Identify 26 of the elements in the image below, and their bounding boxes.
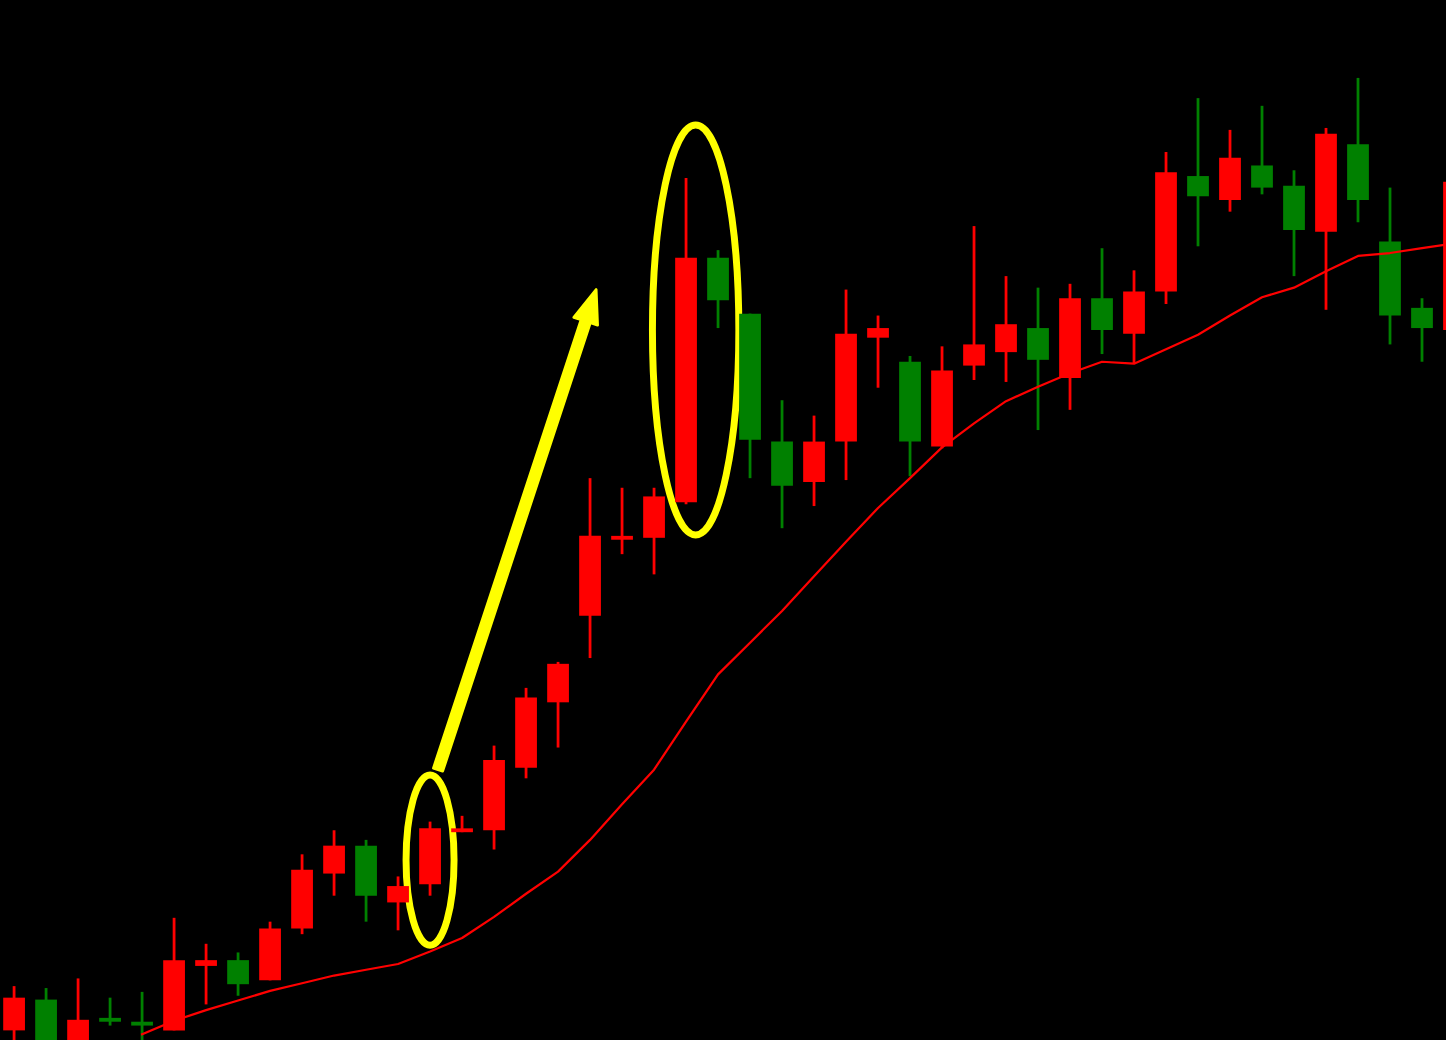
candlestick bbox=[547, 660, 569, 749]
candlestick bbox=[867, 314, 889, 390]
candlestick bbox=[67, 977, 89, 1040]
candlestick bbox=[611, 486, 633, 556]
candlestick bbox=[1187, 96, 1209, 248]
candlestick bbox=[707, 248, 729, 330]
candlestick bbox=[1411, 296, 1433, 364]
candlestick bbox=[1027, 286, 1049, 432]
candlestick bbox=[99, 996, 121, 1027]
candlestick bbox=[643, 486, 665, 576]
candlestick bbox=[195, 942, 217, 1006]
candlestick bbox=[1219, 128, 1241, 214]
candlestick bbox=[803, 414, 825, 508]
candlestick bbox=[963, 224, 985, 382]
candlestick bbox=[995, 274, 1017, 384]
candlestick bbox=[1283, 168, 1305, 278]
candlestick bbox=[1251, 104, 1273, 196]
candlestick bbox=[1091, 246, 1113, 356]
candlestick bbox=[3, 984, 25, 1040]
candlestick bbox=[771, 398, 793, 530]
candlestick bbox=[1123, 268, 1145, 366]
candlestick bbox=[35, 986, 57, 1040]
candlestick bbox=[131, 990, 153, 1040]
candlestick bbox=[227, 951, 249, 998]
candlestick bbox=[387, 875, 409, 932]
candlestick bbox=[323, 828, 345, 898]
